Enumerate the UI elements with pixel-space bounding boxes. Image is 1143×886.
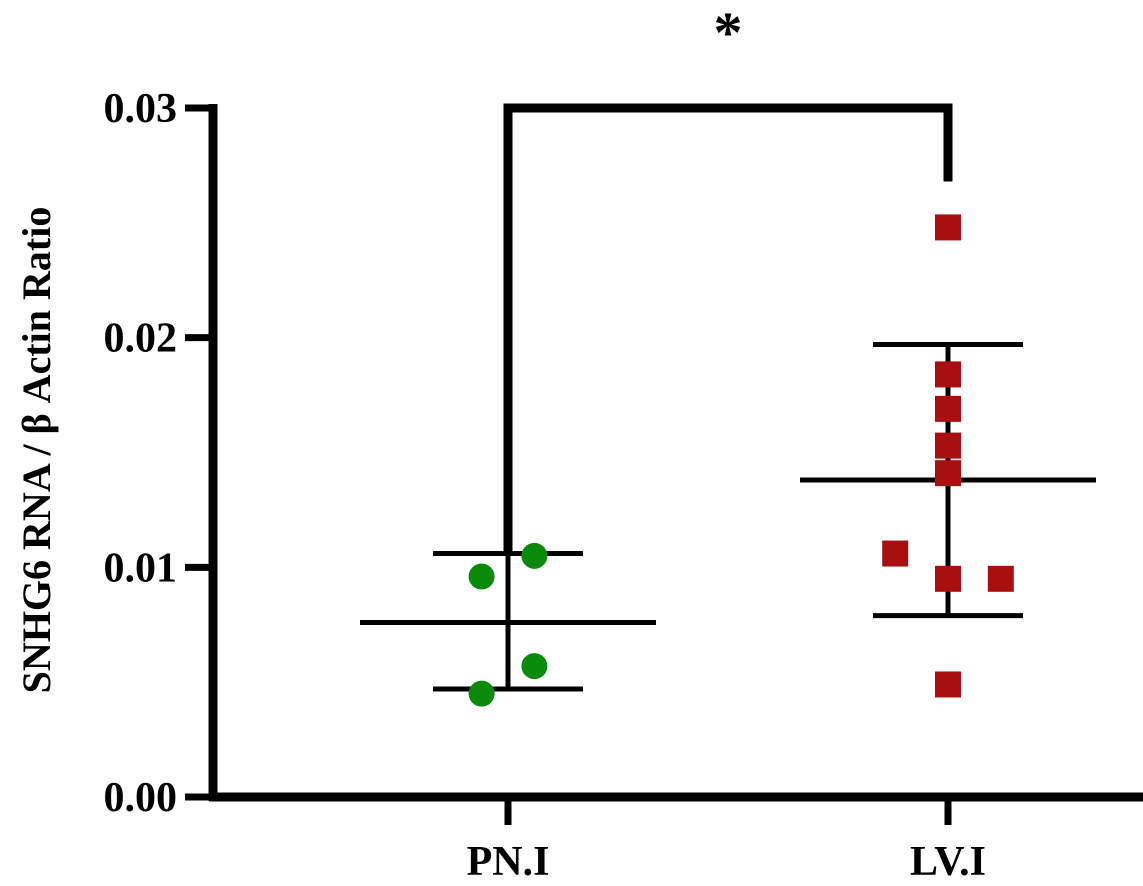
data-point-square xyxy=(935,565,961,592)
data-point-circle xyxy=(521,542,548,569)
axes xyxy=(208,104,1143,802)
y-axis-title: SNHG6 RNA / β Actin Ratio xyxy=(14,207,59,694)
data-point-circle xyxy=(468,680,495,707)
data-point-square xyxy=(935,361,961,388)
data-point-square xyxy=(935,460,961,487)
data-point-square xyxy=(935,395,961,422)
y-tick-label: 0.01 xyxy=(104,545,178,591)
data-point-square xyxy=(935,214,961,241)
x-categories: PN.I LV.I xyxy=(467,797,986,885)
y-tick-label: 0.02 xyxy=(104,316,178,362)
x-category-label: LV.I xyxy=(910,839,986,885)
significance-bracket: * xyxy=(503,0,953,552)
y-tick-label: 0.00 xyxy=(104,775,178,821)
significance-asterisk: * xyxy=(714,0,743,65)
x-category-label: PN.I xyxy=(467,839,550,885)
significance-bracket-line xyxy=(503,103,953,552)
y-tick-label: 0.03 xyxy=(104,86,178,132)
error-bars xyxy=(360,342,1096,692)
data-point-square xyxy=(935,432,961,459)
y-ticks: 0.00 0.01 0.02 0.03 xyxy=(104,86,213,821)
data-point-circle xyxy=(521,653,548,680)
data-point-square xyxy=(987,565,1014,592)
data-point-square xyxy=(935,671,961,698)
data-point-square xyxy=(882,540,909,567)
data-point-circle xyxy=(468,563,495,590)
data-points xyxy=(468,214,1014,707)
